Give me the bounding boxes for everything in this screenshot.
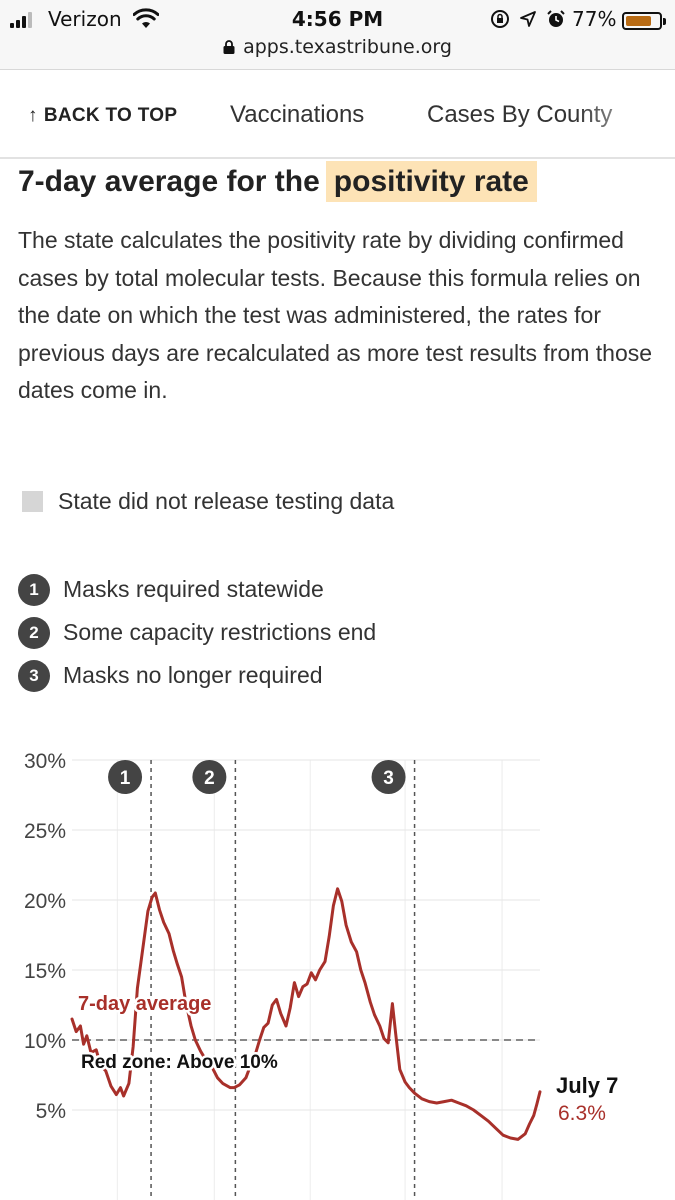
y-tick-label: 5% (36, 1100, 66, 1123)
y-tick-label: 15% (24, 960, 66, 983)
event-number-badge: 3 (18, 659, 50, 692)
section-description: The state calculates the positivity rate… (18, 227, 653, 403)
event-legend: 1 Masks required statewide 2 Some capaci… (18, 568, 376, 697)
no-data-label: State did not release testing data (58, 488, 395, 514)
event-badge-number: 1 (120, 768, 131, 789)
latest-value-label: 6.3% (558, 1102, 606, 1125)
section-title-text: 7-day average for the (18, 165, 320, 198)
event-number-badge: 2 (18, 616, 50, 649)
cellular-signal-icon (10, 12, 32, 28)
battery-icon (622, 12, 666, 30)
section-title: 7-day average for the positivity rate (18, 161, 537, 202)
series-label: 7-day average (78, 993, 211, 1015)
y-tick-label: 20% (24, 890, 66, 913)
y-tick-label: 25% (24, 820, 66, 843)
url-text: apps.texastribune.org (243, 36, 452, 58)
back-to-top-link[interactable]: ↑ BACK TO TOP (28, 105, 177, 127)
lock-icon (223, 40, 235, 54)
orientation-lock-icon (491, 10, 509, 28)
legend-no-data: State did not release testing data (22, 488, 394, 515)
section-nav: ↑ BACK TO TOP Vaccinations Cases By Count… (0, 71, 675, 159)
browser-top-bar: Verizon 4:56 PM 77% (0, 0, 675, 70)
threshold-label-halo: Red zone: Above 10% (81, 1052, 278, 1073)
event-badge (192, 760, 227, 794)
event-badge (108, 760, 143, 794)
carrier-name: Verizon (48, 7, 122, 31)
y-tick-label: 10% (24, 1030, 66, 1053)
up-arrow-icon: ↑ (28, 105, 38, 126)
event-legend-item: 2 Some capacity restrictions end (18, 611, 376, 654)
section-title-highlight: positivity rate (325, 161, 537, 202)
event-label: Some capacity restrictions end (63, 619, 377, 645)
event-number-badge: 1 (18, 573, 50, 606)
no-data-swatch (22, 491, 43, 512)
positivity-rate-chart: 5% 10% 15% 20% 25% 30% 1 2 3 7-day average 7-day a… (0, 720, 675, 1200)
series-label-halo: 7-day average (78, 993, 211, 1015)
event-badge-number: 3 (383, 768, 394, 789)
clock-time: 4:56 PM (291, 7, 384, 31)
alarm-clock-icon (547, 10, 565, 27)
back-to-top-label: BACK TO TOP (43, 105, 178, 126)
event-label: Masks no longer required (63, 662, 323, 688)
tab-vaccinations[interactable]: Vaccinations (230, 101, 365, 128)
event-badge-number: 2 (204, 768, 215, 789)
battery-percent: 77% (572, 7, 617, 31)
location-arrow-icon (520, 11, 536, 27)
event-label: Masks required statewide (63, 576, 324, 602)
latest-date-label: July 7 (556, 1073, 618, 1098)
wifi-icon (133, 8, 159, 28)
status-bar: Verizon 4:56 PM 77% (0, 6, 675, 32)
threshold-label: Red zone: Above 10% (81, 1052, 278, 1073)
event-legend-item: 3 Masks no longer required (18, 654, 376, 697)
event-legend-item: 1 Masks required statewide (18, 568, 376, 611)
event-badge (371, 760, 406, 794)
address-bar[interactable]: apps.texastribune.org (0, 36, 675, 58)
y-tick-label: 30% (24, 750, 66, 773)
series-line-7-day-average (70, 887, 542, 1141)
